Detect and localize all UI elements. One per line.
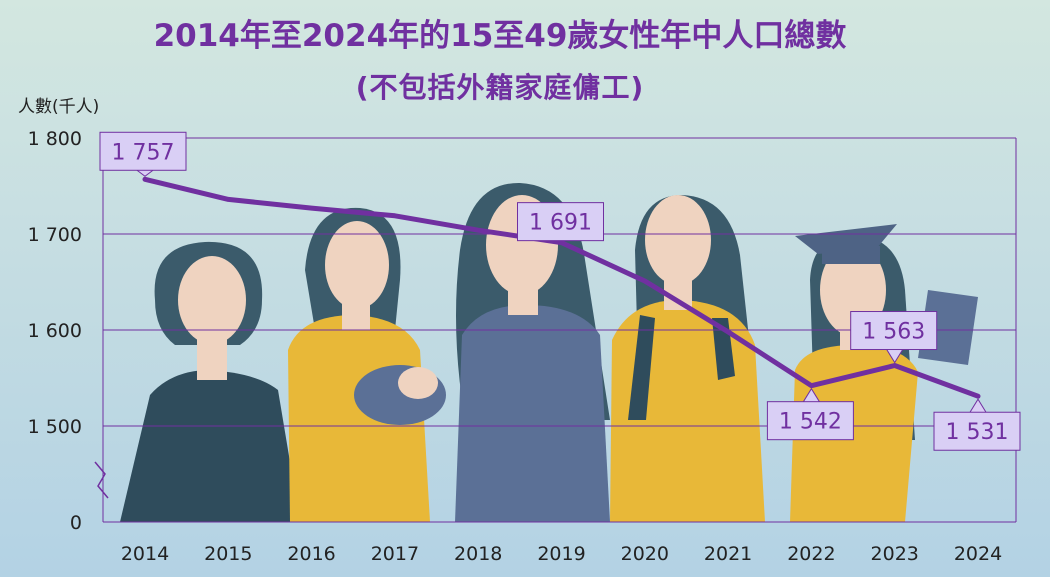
face-shape: [178, 256, 246, 344]
data-point: [560, 241, 563, 245]
data-point: [393, 214, 397, 218]
backpack-strap-shape: [628, 315, 655, 420]
x-tick-label: 2023: [871, 543, 919, 565]
y-tick-label: 1 500: [28, 416, 82, 438]
chart-title: 2014年至2024年的15至49歲女性年中人口總數: [153, 18, 847, 54]
data-label-box: [99, 131, 187, 171]
data-point: [809, 384, 813, 388]
clothing-shape: [455, 305, 610, 522]
data-label-text: 1 691: [529, 211, 592, 236]
y-tick-label: 1 800: [28, 128, 82, 150]
data-label-box: [517, 202, 604, 242]
data-point: [310, 206, 314, 210]
woman-figure: [288, 207, 430, 522]
y-axis-label: 人數(千人): [18, 97, 100, 117]
x-tick-label: 2018: [454, 543, 502, 565]
data-label-box: [850, 311, 938, 351]
women-illustration: [120, 182, 978, 522]
data-point: [476, 228, 480, 232]
x-tick-label: 2017: [371, 543, 419, 565]
x-tick-label: 2014: [121, 543, 169, 565]
graduation-cap-band: [822, 246, 880, 264]
chart-subtitle: (不包括外籍家庭傭工): [355, 71, 645, 104]
data-point: [976, 394, 980, 398]
clothing-shape: [790, 345, 918, 522]
woman-figure: [120, 241, 300, 522]
y-tick-label: 1 700: [28, 224, 82, 246]
face-shape: [645, 195, 711, 285]
data-label: 1 531: [933, 398, 1021, 451]
x-tick-label: 2016: [287, 543, 335, 565]
woman-figure: [610, 195, 765, 522]
data-point: [226, 197, 230, 201]
x-tick-label: 2024: [954, 543, 1002, 565]
data-label-text: 1 757: [112, 140, 175, 165]
data-point: [643, 279, 647, 283]
x-tick-label: 2015: [204, 543, 252, 565]
y-tick-labels: 1 800 1 700 1 600 1 500 0: [28, 128, 82, 534]
y-tick-label-zero: 0: [70, 512, 82, 534]
x-tick-labels: 2014 2015 2016 2017 2018 2019 2020 2021 2022 2023…: [121, 543, 1002, 565]
x-tick-label: 2022: [787, 543, 835, 565]
plot-frame: [94, 138, 1017, 523]
data-label: 1 563: [850, 311, 938, 364]
clothing-shape: [120, 370, 300, 522]
data-label-pointer: [969, 398, 987, 413]
data-label-text: 1 531: [946, 420, 1009, 445]
data-label: 1 542: [766, 387, 854, 441]
baby-face-shape: [398, 367, 438, 399]
data-label-pointer: [886, 349, 904, 364]
data-point: [726, 330, 730, 334]
x-tick-label: 2020: [621, 543, 669, 565]
data-label-box: [933, 411, 1021, 451]
data-point: [893, 364, 897, 368]
axis-break-mark: [94, 461, 109, 499]
face-shape: [325, 221, 389, 309]
x-tick-label: 2019: [537, 543, 585, 565]
data-label: 1 757: [99, 131, 187, 177]
data-point: [143, 177, 147, 181]
series-group: [142, 176, 981, 399]
y-tick-label: 1 600: [28, 320, 82, 342]
data-label-text: 1 563: [862, 320, 925, 345]
woman-figure: [455, 182, 610, 522]
x-tick-label: 2021: [704, 543, 752, 565]
data-label-pointer: [802, 387, 820, 402]
data-labels: 1 757 1 691 1 542 1 563 1 531: [99, 131, 1021, 451]
woman-figure: [790, 235, 918, 522]
data-label: 1 691: [517, 202, 604, 242]
data-label-pointer: [136, 169, 154, 177]
data-label-text: 1 542: [779, 410, 842, 435]
data-label-box: [766, 401, 854, 441]
